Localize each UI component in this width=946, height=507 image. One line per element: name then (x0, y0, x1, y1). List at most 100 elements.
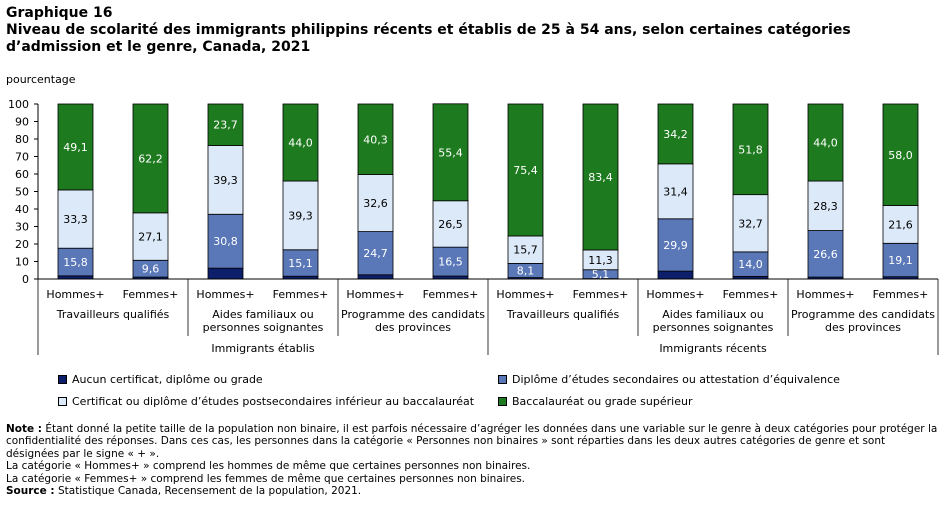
category-label: personnes soignantes (653, 321, 774, 334)
y-tick-label: 100 (8, 98, 29, 111)
bar-segment (657, 270, 694, 280)
data-label: 44,0 (813, 137, 838, 150)
bar-segment (507, 103, 544, 237)
source: Source : Statistique Canada, Recensement… (6, 485, 940, 497)
data-label: 15,8 (63, 256, 88, 269)
bar-segment (582, 103, 619, 251)
y-tick-label: 50 (15, 186, 29, 199)
x-tick-label-gender: Femmes+ (423, 288, 479, 301)
data-label: 34,2 (663, 128, 688, 141)
note-women: La catégorie « Femmes+ » comprend les fe… (6, 472, 526, 485)
data-label: 14,0 (738, 258, 763, 271)
legend-label-no-certificate: Aucun certificat, diplôme ou grade (72, 373, 263, 386)
y-tick-label: 10 (15, 256, 29, 269)
chart-title-line-1: Niveau de scolarité des immigrants phili… (6, 22, 851, 38)
legend-label-bachelor: Baccalauréat ou grade supérieur (512, 395, 693, 408)
data-label: 15,1 (288, 257, 313, 270)
stacked-bar-chart: pourcentage 0 10 20 30 40 50 60 70 80 90 100 15,8 33,… (6, 73, 939, 355)
data-label: 39,3 (288, 209, 313, 222)
y-tick-label: 60 (15, 168, 29, 181)
bar-segment (357, 231, 394, 276)
bar-segment (882, 103, 919, 206)
data-label: 26,6 (813, 248, 838, 261)
bar-segment (282, 180, 319, 251)
data-label: 40,3 (363, 133, 388, 146)
data-label: 39,3 (213, 174, 238, 187)
bar-segment (207, 213, 244, 269)
category-label: des provinces (825, 321, 901, 334)
source-text: Statistique Canada, Recensement de la po… (54, 485, 362, 498)
data-label: 32,6 (363, 197, 388, 210)
data-label: 19,1 (888, 254, 913, 267)
data-label: 75,4 (513, 164, 538, 177)
y-tick-label: 40 (15, 203, 29, 216)
bar-segment (657, 103, 694, 165)
y-tick-label: 20 (15, 238, 29, 251)
bar-segment (432, 103, 469, 202)
bar-segment (807, 180, 844, 231)
x-tick-label-gender: Hommes+ (496, 288, 554, 301)
category-label: personnes soignantes (203, 321, 324, 334)
x-tick-label-gender: Hommes+ (346, 288, 404, 301)
bar-segment (432, 200, 469, 248)
data-label: 44,0 (288, 137, 313, 150)
note-text: Étant donné la petite taille de la popul… (6, 423, 938, 460)
category-label: Programme des candidats (341, 308, 485, 321)
data-label: 30,8 (213, 235, 238, 248)
category-label: Programme des candidats (791, 308, 935, 321)
x-tick-label-gender: Femmes+ (573, 288, 629, 301)
bar-segment (282, 103, 319, 182)
category-label: Travailleurs qualifiés (506, 308, 620, 321)
y-tick-label: 30 (15, 221, 29, 234)
category-label: Travailleurs qualifiés (56, 308, 170, 321)
x-tick-label-gender: Femmes+ (873, 288, 929, 301)
bar-segment (882, 205, 919, 244)
legend-label-secondary: Diplôme d’études secondaires ou attestat… (512, 373, 840, 386)
note-label: Note : (6, 423, 42, 435)
data-label: 24,7 (363, 247, 388, 260)
y-tick-label: 70 (15, 151, 29, 164)
x-tick-label-gender: Hommes+ (196, 288, 254, 301)
bar-segment (132, 212, 169, 261)
bar-segment (57, 103, 94, 191)
data-label: 58,0 (888, 149, 913, 162)
note-paragraph: Note : Étant donné la petite taille de l… (6, 423, 940, 460)
source-label: Source : (6, 485, 55, 498)
bar-segment (657, 163, 694, 220)
x-tick-label-gender: Femmes+ (123, 288, 179, 301)
bar-segment (57, 189, 94, 249)
data-label: 62,2 (138, 152, 163, 165)
legend-swatch-postsecondary (58, 397, 67, 406)
y-tick-label: 80 (15, 133, 29, 146)
bar-segment (807, 103, 844, 182)
data-label: 8,1 (517, 265, 535, 278)
bar-segment (357, 274, 394, 280)
data-label: 16,5 (438, 256, 463, 269)
data-label: 5,1 (592, 268, 610, 281)
bar-segment (207, 267, 244, 280)
group-label: Immigrants récents (659, 342, 767, 355)
bar-segment (732, 103, 769, 196)
bar-segment (132, 103, 169, 214)
bar-segment (357, 174, 394, 232)
legend-item-bachelor: Baccalauréat ou grade supérieur (498, 395, 692, 408)
bar-segment (507, 235, 544, 264)
data-label: 28,3 (813, 200, 838, 213)
data-label: 15,7 (513, 244, 538, 257)
data-label: 23,7 (213, 119, 238, 132)
legend-item-postsecondary: Certificat ou diplôme d’études postsecon… (58, 395, 474, 408)
legend-item-secondary: Diplôme d’études secondaires ou attestat… (498, 373, 840, 386)
data-label: 32,7 (738, 217, 763, 230)
legend-swatch-bachelor (498, 397, 507, 406)
x-tick-label-gender: Hommes+ (646, 288, 704, 301)
y-axis-title: pourcentage (6, 73, 76, 86)
x-tick-label-gender: Hommes+ (46, 288, 104, 301)
data-label: 11,3 (588, 254, 613, 267)
legend-item-no-certificate: Aucun certificat, diplôme ou grade (58, 373, 263, 386)
data-label: 55,4 (438, 146, 463, 159)
bar-segment (282, 249, 319, 277)
y-tick-label: 90 (15, 116, 29, 129)
legend-swatch-no-certificate (58, 375, 67, 384)
x-tick-label-gender: Femmes+ (723, 288, 779, 301)
bar-segment (207, 103, 244, 146)
